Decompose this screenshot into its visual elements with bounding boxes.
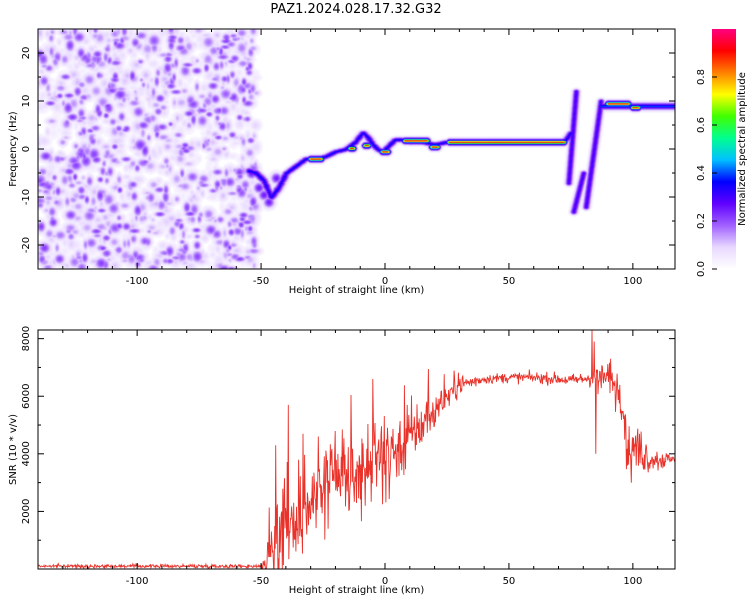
spectrogram-x-tick-label: -100 bbox=[126, 276, 149, 287]
colorbar-tick-label: 0.6 bbox=[696, 117, 707, 133]
snr-x-tick-label: 100 bbox=[623, 576, 642, 587]
spectrogram-x-tick-label: -50 bbox=[253, 276, 269, 287]
spectrogram-x-tick-label: 100 bbox=[623, 276, 642, 287]
snr-axes: -100 -50 0 50 100 2000 4000 6000 8000 bbox=[21, 326, 676, 587]
figure-title: PAZ1.2024.028.17.32.G32 bbox=[270, 2, 441, 17]
snr-y-axis-label: SNR (10 * v/v) bbox=[8, 414, 19, 485]
snr-series-line bbox=[37, 329, 676, 570]
spectrogram-y-tick-label: 20 bbox=[21, 47, 32, 60]
snr-y-tick-label: 8000 bbox=[21, 326, 32, 351]
snr-y-tick-label: 6000 bbox=[21, 384, 32, 409]
spectrogram-y-tick-label: -20 bbox=[21, 237, 32, 253]
snr-y-tick-label: 2000 bbox=[21, 499, 32, 524]
colorbar-tick-label: 0.8 bbox=[696, 69, 707, 85]
colorbar-ticks: 0.0 0.2 0.4 0.6 0.8 bbox=[696, 69, 717, 277]
spectrogram-y-tick-label: 0 bbox=[21, 146, 32, 152]
colorbar-bar bbox=[712, 29, 736, 269]
spectrogram-x-axis-label: Height of straight line (km) bbox=[289, 285, 425, 296]
spectrogram-x-tick-label: 0 bbox=[382, 276, 388, 287]
spectrogram-y-tick-label: 10 bbox=[21, 95, 32, 108]
colorbar-label: Normalized spectral amplitude bbox=[737, 72, 748, 226]
colorbar: 0.0 0.2 0.4 0.6 0.8 Normalized spectral ampl… bbox=[696, 29, 748, 277]
snr-plot-area bbox=[37, 329, 676, 570]
spectrogram-image bbox=[38, 29, 675, 269]
spectrogram-x-tick-label: 50 bbox=[503, 276, 516, 287]
colorbar-tick-label: 0.2 bbox=[696, 213, 707, 229]
snr-x-axis-label: Height of straight line (km) bbox=[289, 585, 425, 596]
snr-frame bbox=[37, 329, 676, 570]
snr-x-tick-label: -50 bbox=[253, 576, 269, 587]
snr-y-tick-label: 4000 bbox=[21, 441, 32, 466]
colorbar-tick-label: 0.4 bbox=[696, 165, 707, 181]
snr-x-tick-label: 0 bbox=[382, 576, 388, 587]
spectrogram-canvas bbox=[38, 29, 675, 269]
snr-x-tick-label: 50 bbox=[503, 576, 516, 587]
colorbar-tick-label: 0.0 bbox=[696, 261, 707, 277]
spectrogram-y-axis-label: Frequency (Hz) bbox=[8, 111, 19, 187]
snr-panel: -100 -50 0 50 100 2000 4000 6000 8000 Height of … bbox=[8, 326, 676, 596]
spectrogram-y-tick-label: -10 bbox=[21, 189, 32, 205]
snr-x-tick-label: -100 bbox=[126, 576, 149, 587]
